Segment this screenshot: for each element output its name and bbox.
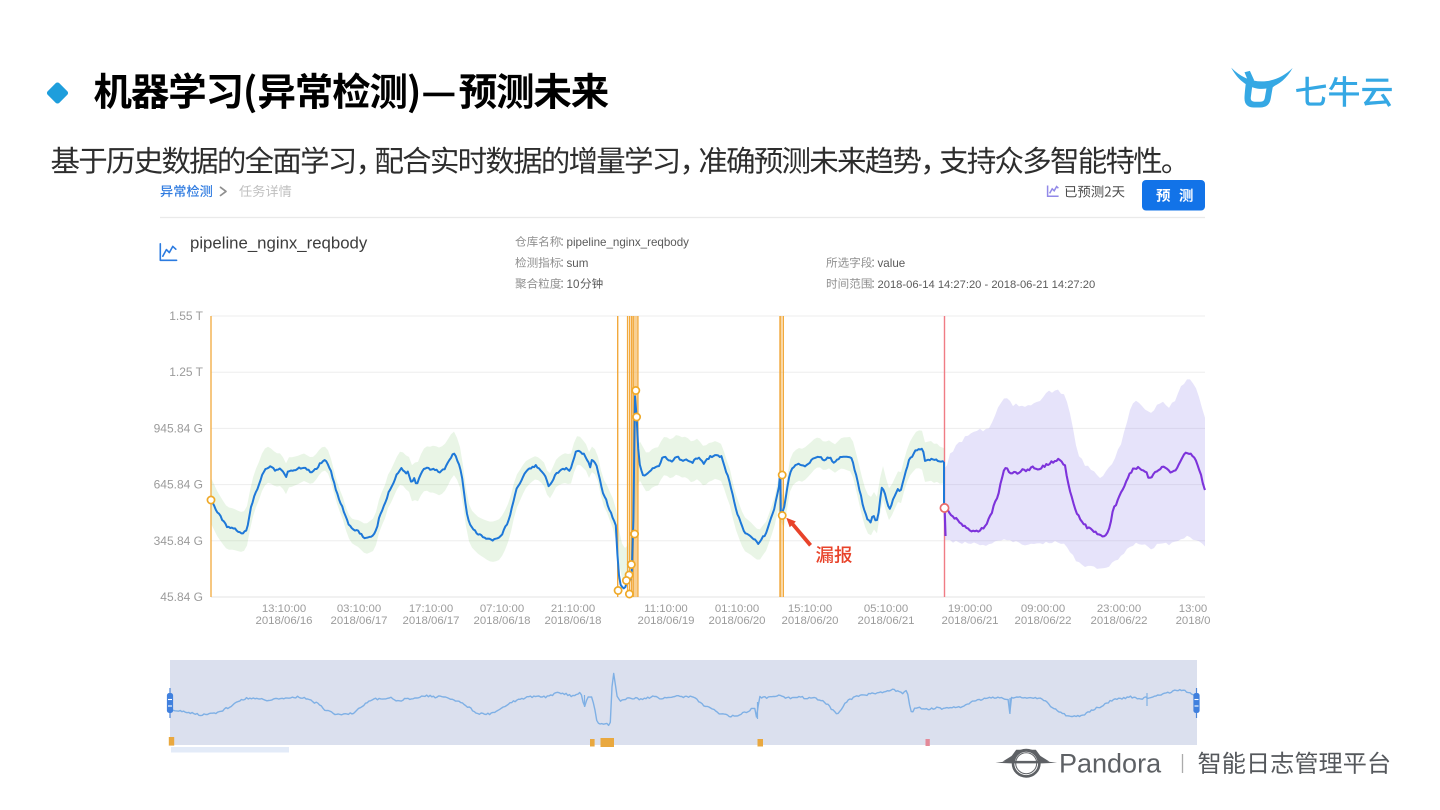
svg-text:Pandora: Pandora [1059, 749, 1162, 779]
svg-text:2018/06/17: 2018/06/17 [330, 615, 387, 627]
svg-text:23:00:00: 23:00:00 [1097, 603, 1141, 615]
svg-text:17:10:00: 17:10:00 [409, 603, 453, 615]
svg-text:645.84 G: 645.84 G [154, 478, 203, 492]
svg-text:345.84 G: 345.84 G [154, 534, 203, 548]
svg-text:13:10:00: 13:10:00 [262, 603, 306, 615]
svg-text:13:00: 13:00 [1179, 603, 1208, 615]
svg-text:2018/06/18: 2018/06/18 [544, 615, 601, 627]
svg-text:2018/06/22: 2018/06/22 [1090, 615, 1147, 627]
svg-text:09:00:00: 09:00:00 [1021, 603, 1065, 615]
svg-text:2018/06/18: 2018/06/18 [473, 615, 530, 627]
svg-text:10: 10 [567, 278, 580, 291]
svg-text:945.84 G: 945.84 G [154, 421, 203, 435]
svg-text:2018/06/17: 2018/06/17 [402, 615, 459, 627]
svg-text:1.55 T: 1.55 T [169, 309, 203, 323]
svg-text:2018/06/21: 2018/06/21 [941, 615, 998, 627]
svg-text:2018/06/19: 2018/06/19 [637, 615, 694, 627]
svg-text:03:10:00: 03:10:00 [337, 603, 381, 615]
svg-text:sum: sum [567, 257, 589, 270]
svg-text:pipeline_nginx_reqbody: pipeline_nginx_reqbody [567, 236, 690, 249]
svg-text:15:10:00: 15:10:00 [788, 603, 832, 615]
svg-text:1.25 T: 1.25 T [169, 365, 203, 379]
svg-text:21:10:00: 21:10:00 [551, 603, 595, 615]
svg-text:2018/06/22: 2018/06/22 [1014, 615, 1071, 627]
svg-text:07:10:00: 07:10:00 [480, 603, 524, 615]
svg-text:2018/06/20: 2018/06/20 [708, 615, 765, 627]
svg-text:05:10:00: 05:10:00 [864, 603, 908, 615]
svg-text:2018/06/21: 2018/06/21 [857, 615, 914, 627]
svg-text:11:10:00: 11:10:00 [644, 603, 688, 615]
svg-text:2018/06/16: 2018/06/16 [255, 615, 312, 627]
svg-text:2018/06/20: 2018/06/20 [781, 615, 838, 627]
svg-text:pipeline_nginx_reqbody: pipeline_nginx_reqbody [190, 234, 368, 253]
svg-text:01:10:00: 01:10:00 [715, 603, 759, 615]
svg-text:19:00:00: 19:00:00 [948, 603, 992, 615]
svg-text:value: value [878, 257, 906, 270]
svg-text:2018-06-14 14:27:20 - 2018-06-: 2018-06-14 14:27:20 - 2018-06-21 14:27:2… [878, 279, 1096, 291]
svg-text:2018/0: 2018/0 [1176, 615, 1211, 627]
svg-text:45.84 G: 45.84 G [160, 590, 203, 604]
